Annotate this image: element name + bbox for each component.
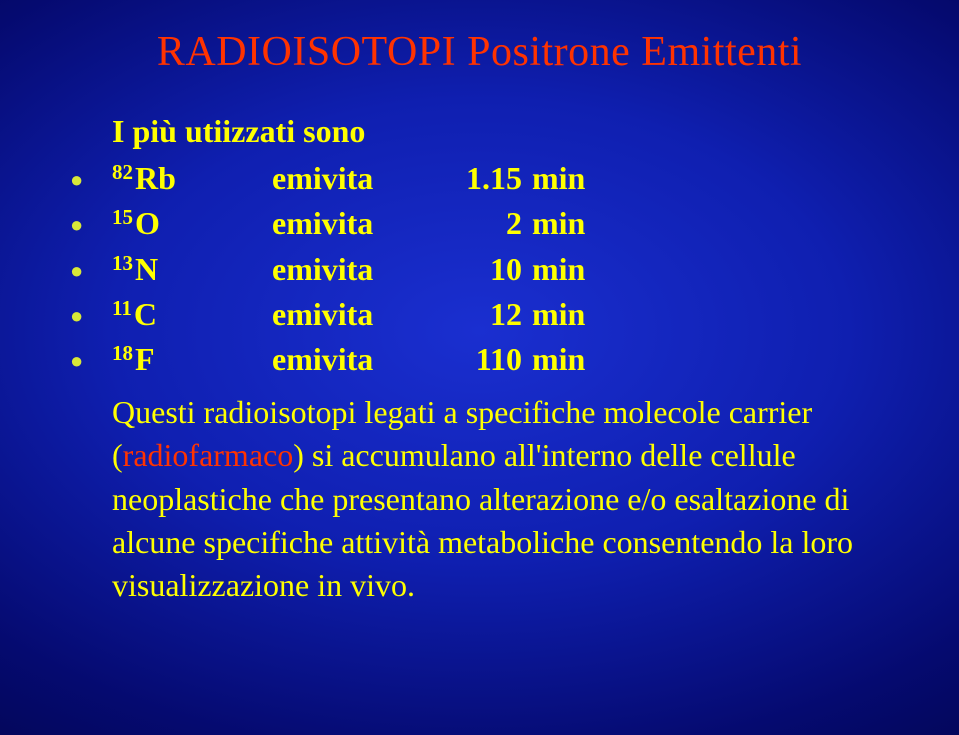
description-paragraph: Questi radioisotopi legati a specifiche … <box>112 391 889 607</box>
intro-text: I più utiizzati sono <box>112 110 889 153</box>
element-symbol: F <box>135 338 155 381</box>
bullet-icon: ● <box>70 301 112 331</box>
isotope-row: ● 15 O emivita 2 min <box>70 202 889 245</box>
halflife-label: emivita <box>272 202 432 245</box>
element-symbol: C <box>134 293 157 336</box>
slide-content: I più utiizzati sono ● 82 Rb emivita 1.1… <box>70 110 889 607</box>
mass-number: 11 <box>112 294 132 322</box>
isotope-row: ● 13 N emivita 10 min <box>70 248 889 291</box>
halflife-unit: min <box>532 157 585 200</box>
element-symbol: N <box>135 248 158 291</box>
slide: RADIOISOTOPI Positrone Emittenti I più u… <box>0 0 959 735</box>
slide-title: RADIOISOTOPI Positrone Emittenti <box>70 28 889 76</box>
isotope-symbol: 15 O <box>112 202 272 245</box>
halflife-label: emivita <box>272 338 432 381</box>
halflife-label: emivita <box>272 248 432 291</box>
halflife-unit: min <box>532 202 585 245</box>
halflife-unit: min <box>532 248 585 291</box>
mass-number: 82 <box>112 158 133 186</box>
halflife-label: emivita <box>272 293 432 336</box>
isotope-symbol: 11 C <box>112 293 272 336</box>
bullet-icon: ● <box>70 256 112 286</box>
mass-number: 18 <box>112 339 133 367</box>
halflife-value: 12 <box>432 293 522 336</box>
halflife-value: 2 <box>432 202 522 245</box>
isotope-row: ● 18 F emivita 110 min <box>70 338 889 381</box>
isotope-list: ● 82 Rb emivita 1.15 min ● 15 O emivita … <box>70 157 889 381</box>
bullet-icon: ● <box>70 210 112 240</box>
isotope-symbol: 13 N <box>112 248 272 291</box>
bullet-icon: ● <box>70 165 112 195</box>
halflife-value: 110 <box>432 338 522 381</box>
isotope-row: ● 11 C emivita 12 min <box>70 293 889 336</box>
radiofarmaco-term: radiofarmaco <box>123 437 294 473</box>
bullet-icon: ● <box>70 346 112 376</box>
isotope-row: ● 82 Rb emivita 1.15 min <box>70 157 889 200</box>
mass-number: 13 <box>112 249 133 277</box>
element-symbol: O <box>135 202 160 245</box>
halflife-unit: min <box>532 293 585 336</box>
halflife-label: emivita <box>272 157 432 200</box>
element-symbol: Rb <box>135 157 176 200</box>
isotope-symbol: 82 Rb <box>112 157 272 200</box>
mass-number: 15 <box>112 203 133 231</box>
isotope-symbol: 18 F <box>112 338 272 381</box>
halflife-value: 10 <box>432 248 522 291</box>
halflife-value: 1.15 <box>432 157 522 200</box>
halflife-unit: min <box>532 338 585 381</box>
